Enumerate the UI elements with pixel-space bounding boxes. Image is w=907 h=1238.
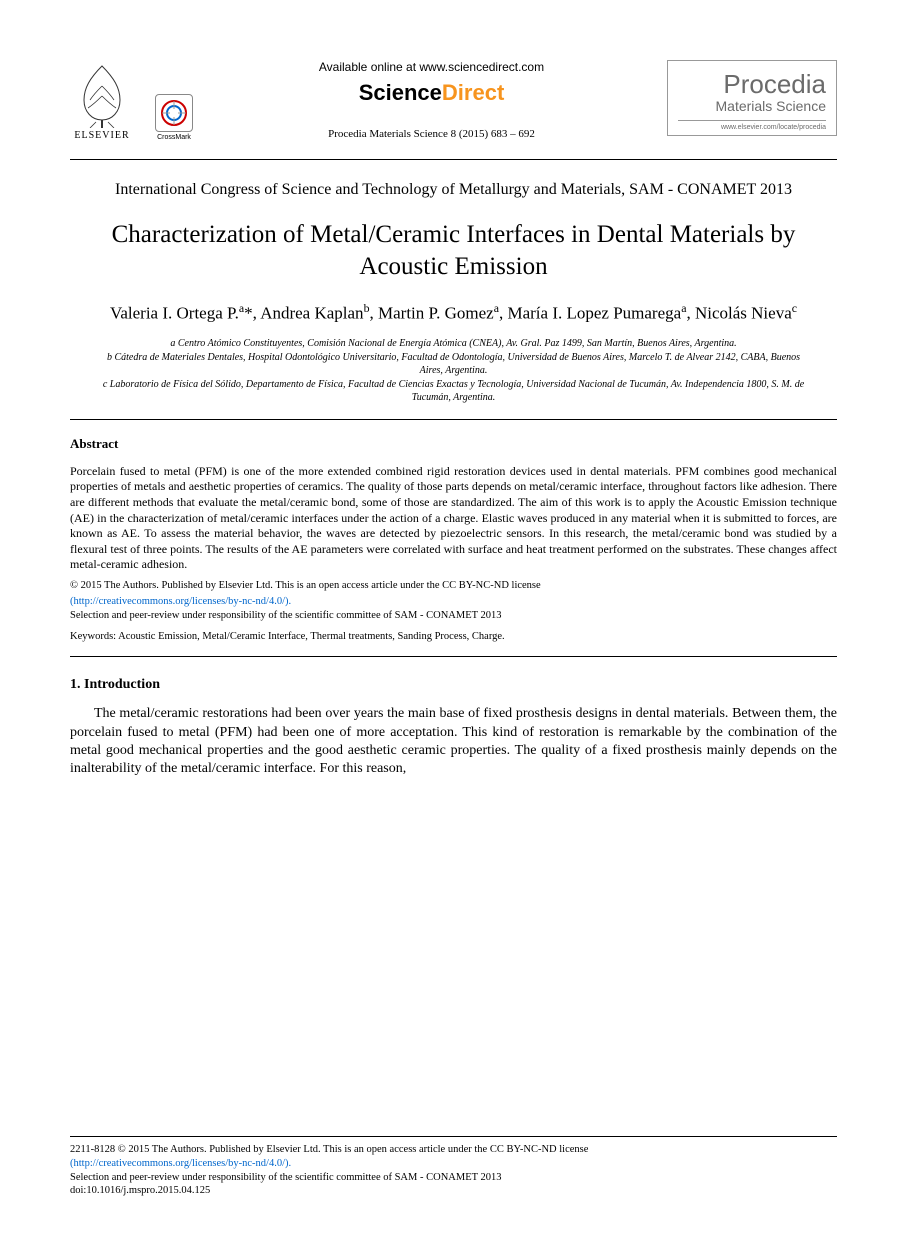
- divider-top: [70, 159, 837, 160]
- author-5: Nicolás Nieva: [695, 303, 792, 322]
- author-5-affil: c: [792, 301, 797, 315]
- copyright-line: © 2015 The Authors. Published by Elsevie…: [70, 579, 837, 593]
- journal-name: Procedia: [678, 69, 826, 100]
- footer-license-wrapper: (http://creativecommons.org/licenses/by-…: [70, 1157, 837, 1171]
- sciencedirect-logo: ScienceDirect: [206, 80, 657, 106]
- journal-logo-box: Procedia Materials Science www.elsevier.…: [667, 60, 837, 136]
- author-3-affil: a: [494, 301, 499, 315]
- journal-subtitle: Materials Science: [678, 98, 826, 114]
- footer-license-link[interactable]: (http://creativecommons.org/licenses/by-…: [70, 1158, 291, 1169]
- author-1-corr: *: [244, 303, 253, 322]
- left-logo-group: ELSEVIER CrossMark: [70, 60, 196, 141]
- author-1: Valeria I. Ortega P.: [110, 303, 239, 322]
- conference-name: International Congress of Science and Te…: [100, 180, 807, 201]
- divider-above-abstract: [70, 419, 837, 420]
- author-4: María I. Lopez Pumarega: [507, 303, 681, 322]
- footer-copyright: 2211-8128 © 2015 The Authors. Published …: [70, 1143, 837, 1157]
- article-title: Characterization of Metal/Ceramic Interf…: [80, 219, 827, 284]
- footer-peer-review: Selection and peer-review under responsi…: [70, 1171, 837, 1185]
- elsevier-label: ELSEVIER: [74, 130, 129, 141]
- author-2-affil: b: [364, 301, 370, 315]
- affiliation-c: c Laboratorio de Física del Sólido, Depa…: [100, 378, 807, 405]
- header-center: Available online at www.sciencedirect.co…: [196, 60, 667, 140]
- author-list: Valeria I. Ortega P.a*, Andrea Kaplanb, …: [90, 300, 817, 326]
- elsevier-tree-icon: [70, 60, 134, 128]
- author-3: Martin P. Gomez: [378, 303, 494, 322]
- page-footer: 2211-8128 © 2015 The Authors. Published …: [70, 1136, 837, 1198]
- elsevier-logo: ELSEVIER: [70, 60, 134, 141]
- keywords-line: Keywords: Acoustic Emission, Metal/Ceram…: [70, 631, 837, 642]
- divider-below-keywords: [70, 656, 837, 657]
- crossmark-label: CrossMark: [157, 134, 191, 141]
- header-row: ELSEVIER CrossMark Available online at w…: [70, 60, 837, 141]
- author-2: Andrea Kaplan: [260, 303, 363, 322]
- author-4-affil: a: [681, 301, 686, 315]
- license-link[interactable]: (http://creativecommons.org/licenses/by-…: [70, 596, 291, 607]
- abstract-body: Porcelain fused to metal (PFM) is one of…: [70, 464, 837, 573]
- citation-line: Procedia Materials Science 8 (2015) 683 …: [206, 128, 657, 140]
- footer-doi: doi:10.1016/j.mspro.2015.04.125: [70, 1184, 837, 1198]
- affiliation-b: b Cátedra de Materiales Dentales, Hospit…: [100, 351, 807, 378]
- sd-prefix: Science: [359, 80, 442, 105]
- available-online-text: Available online at www.sciencedirect.co…: [206, 60, 657, 74]
- crossmark-badge[interactable]: CrossMark: [152, 94, 196, 141]
- intro-heading: 1. Introduction: [70, 677, 837, 693]
- intro-body: The metal/ceramic restorations had been …: [70, 705, 837, 778]
- keywords-text: Acoustic Emission, Metal/Ceramic Interfa…: [116, 631, 505, 642]
- affiliation-a: a Centro Atómico Constituyentes, Comisió…: [100, 337, 807, 351]
- sd-suffix: Direct: [442, 80, 504, 105]
- abstract-heading: Abstract: [70, 436, 837, 452]
- keywords-label: Keywords:: [70, 631, 116, 642]
- crossmark-icon: [155, 94, 193, 132]
- license-link-wrapper: (http://creativecommons.org/licenses/by-…: [70, 595, 837, 609]
- journal-url: www.elsevier.com/locate/procedia: [678, 120, 826, 131]
- peer-review-line: Selection and peer-review under responsi…: [70, 610, 837, 621]
